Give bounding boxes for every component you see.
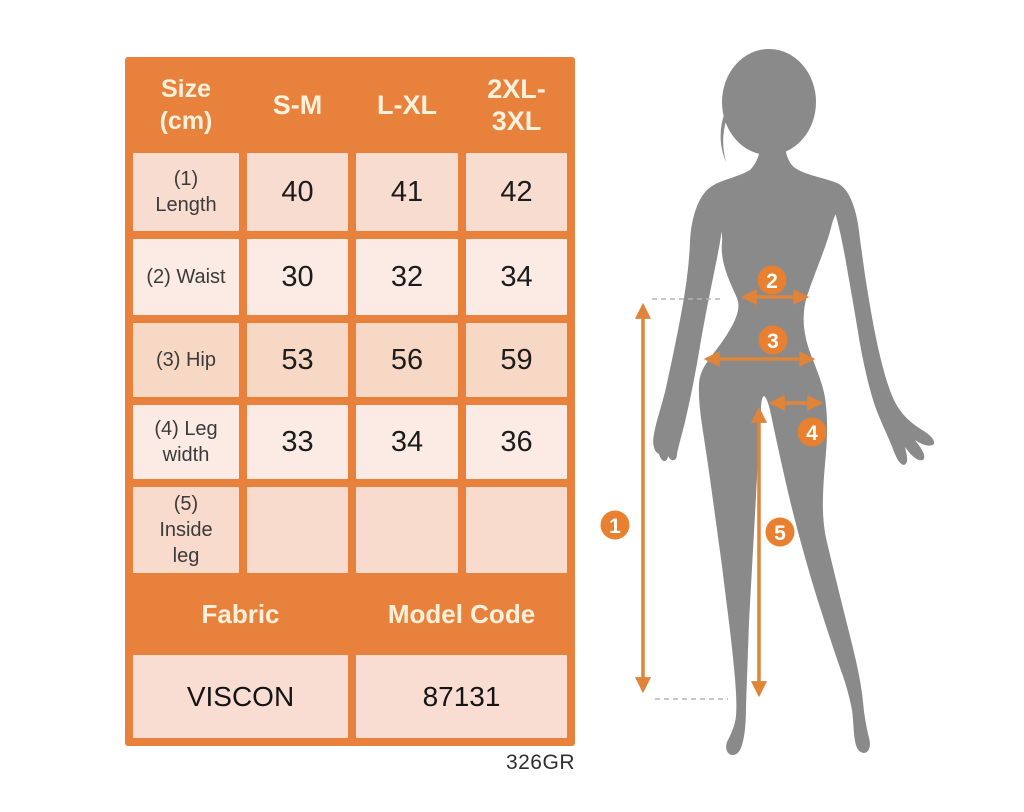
row-label-length: (1) Length [133,153,239,231]
cell-value: 33 [247,405,348,479]
cell-value: 32 [356,239,458,315]
badge-3 [758,325,788,355]
head-hair [722,49,816,155]
cell-value: 36 [466,405,567,479]
female-silhouette [653,49,935,756]
cell-value: 59 [466,323,567,397]
right-arm [834,184,935,465]
row-label-inside-leg: (5) Inside leg [133,487,239,573]
badge-4 [797,417,827,447]
column-header-s-m: S-M [272,89,323,120]
cell-value: 53 [247,323,348,397]
cell-value: 34 [356,405,458,479]
badge-5 [765,517,795,547]
badge-2 [757,265,787,295]
size-chart-table: Size (cm) S-M L-XL 2XL- 3XL (1) Length 4… [125,57,575,746]
badge-1-number: 1 [609,515,621,538]
row-label-leg-width: (4) Leg width [133,405,239,479]
cell-value: 40 [247,153,348,231]
column-header-2xl-3xl: 2XL- 3XL [487,73,546,136]
cell-value: 56 [356,323,458,397]
row-label-hip: (3) Hip [133,323,239,397]
hair-wisp [720,112,729,162]
badge-1 [600,510,630,540]
badge-2-number: 2 [766,270,778,293]
size-unit-header: Size (cm) [159,74,213,136]
cell-value: 41 [356,153,458,231]
badge-5-number: 5 [774,522,786,545]
body-measurement-figure: 1 2 3 4 5 [600,49,935,756]
badge-4-number: 4 [806,422,818,445]
cell-value-empty [247,487,348,573]
cell-value-empty [356,487,458,573]
model-color-code: 326GR [505,751,575,774]
cell-value: 30 [247,239,348,315]
cell-value-empty [466,487,567,573]
column-header-l-xl: L-XL [377,89,437,120]
torso-and-legs [698,133,870,756]
fabric-header: Fabric [201,598,280,629]
fabric-value: VISCON [133,655,348,738]
model-code-value: 87131 [356,655,567,738]
row-label-waist: (2) Waist [133,239,239,315]
badge-3-number: 3 [767,330,779,353]
cell-value: 42 [466,153,567,231]
model-code-header: Model Code [387,598,536,629]
left-arm [653,190,722,462]
cell-value: 34 [466,239,567,315]
